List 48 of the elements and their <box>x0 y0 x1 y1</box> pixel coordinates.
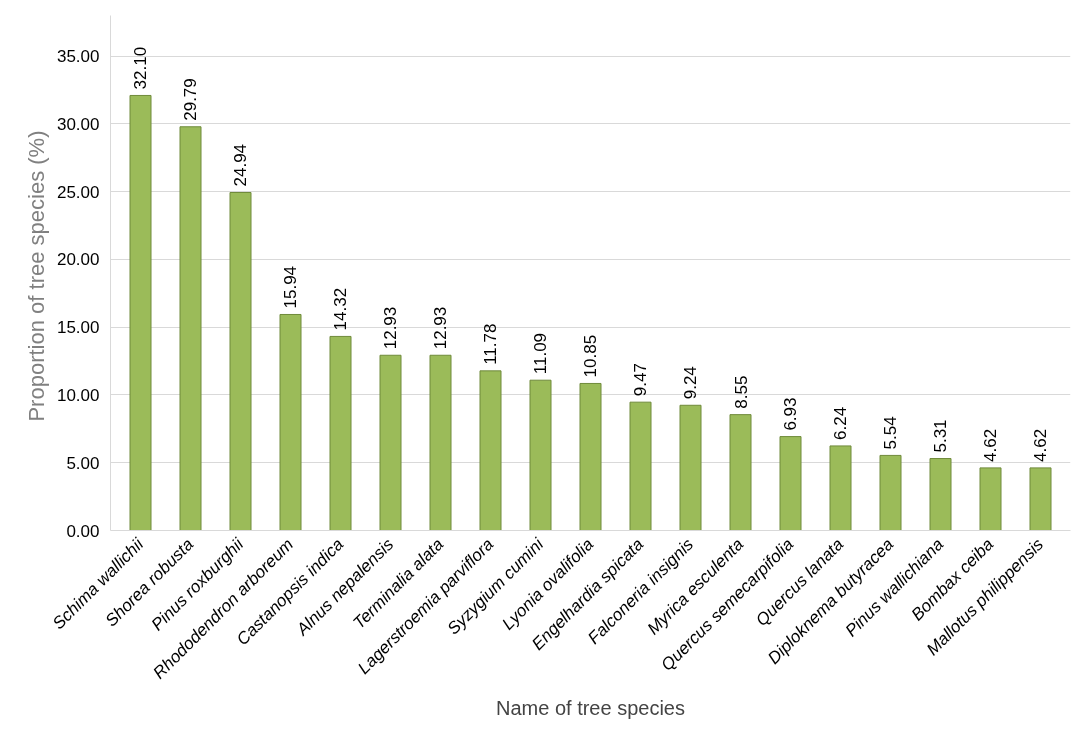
data-label: 6.24 <box>831 406 851 440</box>
y-tick-label: 20.00 <box>56 250 100 270</box>
bar <box>629 401 652 531</box>
bar <box>579 382 602 531</box>
data-label: 9.24 <box>681 366 701 400</box>
y-tick-label: 30.00 <box>56 114 100 134</box>
data-label: 9.47 <box>631 363 651 397</box>
y-axis-title: Proportion of tree species (%) <box>23 130 49 422</box>
y-tick-label: 5.00 <box>66 453 100 473</box>
bar <box>529 379 552 531</box>
y-tick-label: 15.00 <box>56 318 100 338</box>
data-label: 5.54 <box>881 416 901 450</box>
bar <box>229 192 252 531</box>
data-label: 11.78 <box>481 323 501 365</box>
data-label: 11.09 <box>531 332 551 375</box>
data-label: 6.93 <box>781 397 801 431</box>
data-label: 4.62 <box>981 428 1001 462</box>
y-tick-label: 10.00 <box>56 385 100 405</box>
bar <box>429 354 452 531</box>
bar <box>179 126 202 531</box>
bar <box>979 467 1002 531</box>
data-label: 12.93 <box>431 306 451 350</box>
data-label: 10.85 <box>581 334 601 378</box>
bar <box>929 458 952 531</box>
bar <box>329 335 352 531</box>
bar <box>829 445 852 531</box>
data-label: 4.62 <box>1031 428 1051 462</box>
y-tick-label: 25.00 <box>56 182 100 202</box>
bar <box>129 94 152 531</box>
bar <box>679 404 702 531</box>
bar <box>279 313 302 531</box>
bar <box>779 436 802 531</box>
data-label: 32.10 <box>131 46 151 90</box>
data-label: 14.32 <box>331 287 351 331</box>
bar <box>879 454 902 531</box>
data-label: 15.94 <box>281 265 301 309</box>
bar <box>1029 467 1052 531</box>
data-label: 8.55 <box>731 375 751 409</box>
bar <box>379 354 402 531</box>
data-label: 29.79 <box>181 78 201 121</box>
data-label: 5.31 <box>931 419 951 453</box>
x-axis-title: Name of tree species <box>496 697 685 720</box>
y-tick-label: 35.00 <box>56 47 100 67</box>
y-tick-label: 0.00 <box>66 521 100 541</box>
data-label: 24.94 <box>231 143 251 187</box>
bar <box>479 370 502 531</box>
bar <box>729 414 752 531</box>
data-label: 12.93 <box>381 306 401 350</box>
